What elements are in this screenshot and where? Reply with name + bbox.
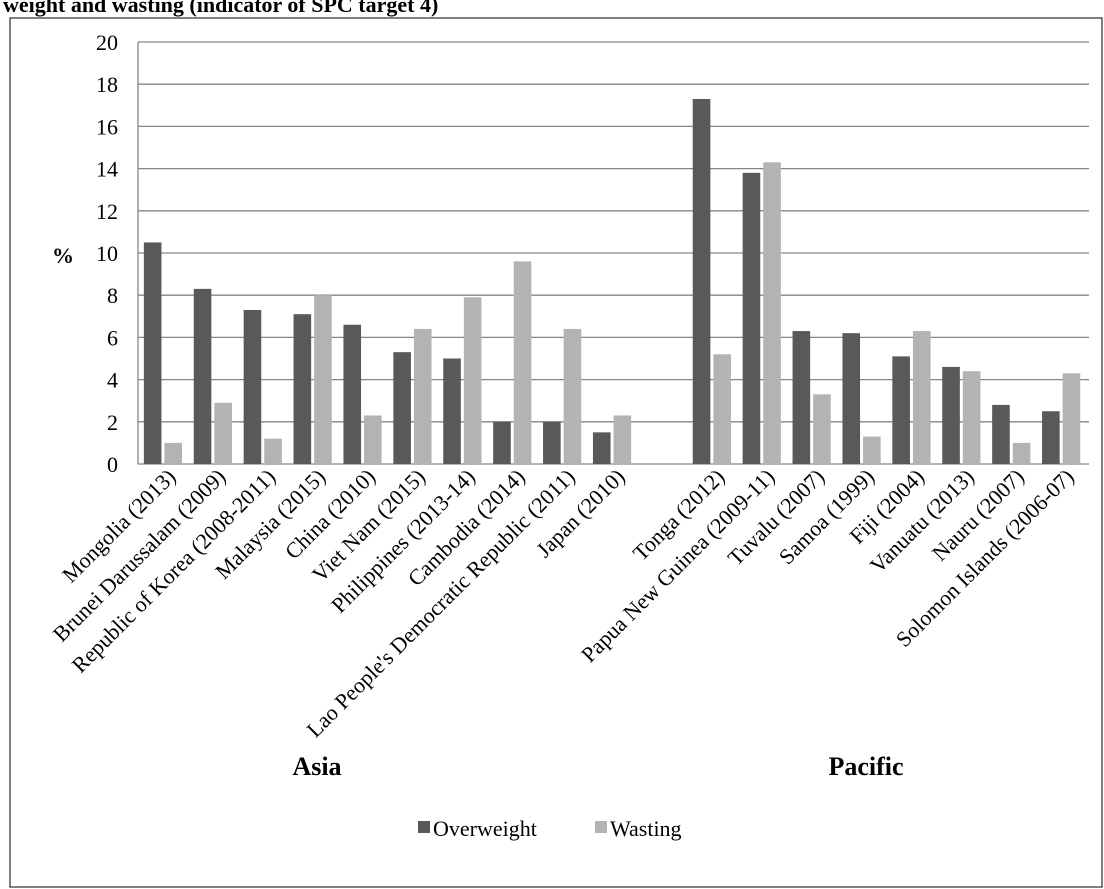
x-category-label: Republic of Korea (2008-2011) (67, 464, 281, 678)
legend-label: Overweight (433, 816, 537, 841)
legend-swatch (595, 821, 607, 833)
bar-wasting (613, 415, 632, 464)
bar-wasting (1062, 373, 1081, 464)
group-label: Pacific (828, 752, 903, 781)
bar-wasting (164, 442, 183, 464)
y-tick-label: 12 (96, 199, 118, 224)
bar-wasting (1012, 442, 1031, 464)
bar-wasting (463, 297, 482, 464)
bar-overweight (443, 358, 461, 464)
bar-wasting (214, 402, 232, 464)
bar-overweight (1042, 411, 1060, 464)
y-tick-label: 10 (96, 241, 118, 266)
bar-wasting (962, 371, 981, 464)
bar-overweight (193, 288, 212, 464)
bar-overweight (892, 356, 910, 464)
bar-overweight (742, 172, 761, 464)
bar-overweight (842, 333, 861, 464)
y-tick-label: 16 (96, 114, 118, 139)
bar-wasting (413, 328, 432, 464)
bar-overweight (493, 421, 511, 464)
y-tick-label: 4 (107, 368, 118, 393)
bar-overweight (692, 98, 711, 464)
legend-label: Wasting (610, 816, 682, 841)
y-tick-labels: 0 2 4 6 8 10 12 14 16 18 20 (96, 30, 118, 477)
bar-overweight (343, 324, 362, 464)
bar-overweight (942, 366, 960, 464)
group-labels: Asia Pacific (292, 752, 903, 781)
y-tick-label: 14 (96, 157, 118, 182)
y-tick-label: 6 (107, 325, 118, 350)
bar-overweight (992, 404, 1010, 464)
bar-overweight (543, 421, 561, 464)
bar-wasting (713, 354, 731, 464)
bar-wasting (513, 261, 532, 464)
bar-wasting (813, 394, 831, 464)
bar-wasting (314, 295, 332, 464)
y-tick-label: 8 (107, 283, 118, 308)
legend-swatch (418, 821, 430, 833)
bar-overweight (393, 352, 411, 464)
chart-border (9, 17, 1103, 888)
bar-wasting (863, 436, 881, 464)
y-tick-label: 18 (96, 72, 118, 97)
x-category-labels: Mongolia (2013)Brunei Darussalam (2009)R… (48, 464, 1079, 742)
group-label: Asia (292, 752, 341, 781)
y-tick-label: 0 (107, 452, 118, 477)
y-tick-label: 2 (107, 410, 118, 435)
bar-wasting (563, 328, 582, 464)
bar-overweight (592, 432, 611, 464)
bars (143, 98, 1081, 464)
bar-overweight (293, 314, 312, 464)
chart-title: weight and wasting (indicator of SPC tar… (3, 0, 438, 17)
bar-overweight (792, 331, 811, 464)
y-tick-label: 20 (96, 30, 118, 55)
bar-wasting (264, 438, 282, 464)
bar-wasting (364, 415, 382, 464)
bar-wasting (763, 162, 781, 464)
y-axis-label: % (52, 243, 74, 268)
bar-wasting (912, 331, 931, 464)
legend: Overweight Wasting (418, 816, 682, 841)
bar-overweight (243, 309, 262, 464)
bar-overweight (143, 242, 162, 464)
